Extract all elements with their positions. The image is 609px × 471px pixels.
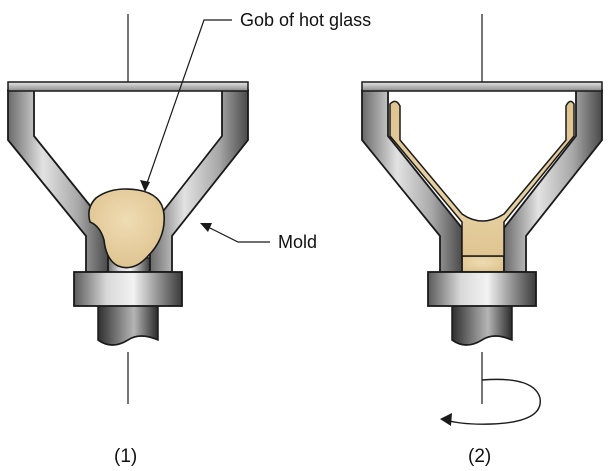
mold-rim bbox=[7, 81, 249, 92]
mold-label: Mold bbox=[278, 232, 317, 252]
mold-shaft bbox=[97, 303, 159, 346]
mold-leader-line bbox=[205, 225, 270, 243]
mold-left-arm bbox=[7, 89, 109, 273]
mold-left-arm bbox=[361, 89, 463, 273]
gob-leader-line bbox=[145, 19, 232, 187]
glass-gob bbox=[88, 188, 165, 269]
mold-step-2 bbox=[361, 14, 603, 404]
mold-right-arm bbox=[149, 89, 249, 273]
step-1-caption: (1) bbox=[114, 446, 137, 467]
mold-collar bbox=[427, 271, 537, 307]
mold-stem-glass bbox=[459, 255, 505, 273]
mold-step-1 bbox=[7, 14, 249, 404]
mold-collar bbox=[73, 271, 183, 307]
gob-label: Gob of hot glass bbox=[240, 10, 371, 30]
circular-rotation-arrow-icon bbox=[440, 378, 541, 426]
mold-leader-arrowhead bbox=[200, 223, 212, 232]
mold-rim bbox=[361, 81, 603, 92]
step-2-caption: (2) bbox=[468, 446, 491, 467]
mold-right-arm bbox=[503, 89, 603, 273]
glass-lining bbox=[389, 100, 575, 257]
gob-leader-arrowhead bbox=[140, 180, 150, 192]
mold-shaft bbox=[451, 303, 513, 346]
